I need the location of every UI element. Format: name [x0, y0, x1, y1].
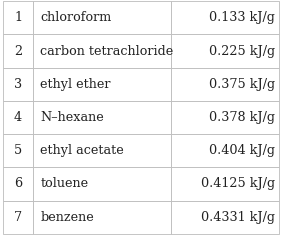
Bar	[171, 201, 279, 234]
Bar	[33, 201, 171, 234]
Text: 1: 1	[14, 11, 22, 24]
Text: 4: 4	[14, 111, 22, 124]
Bar	[171, 101, 279, 134]
Text: 5: 5	[14, 144, 22, 157]
Text: N–hexane: N–hexane	[40, 111, 104, 124]
Bar	[33, 101, 171, 134]
Bar	[3, 167, 33, 201]
Text: 3: 3	[14, 78, 22, 91]
Bar	[33, 1, 171, 34]
Bar	[3, 101, 33, 134]
Text: 0.225 kJ/g: 0.225 kJ/g	[209, 44, 275, 58]
Bar	[3, 68, 33, 101]
Text: 0.375 kJ/g: 0.375 kJ/g	[209, 78, 275, 91]
Text: 0.4125 kJ/g: 0.4125 kJ/g	[201, 177, 275, 191]
Bar	[171, 1, 279, 34]
Bar	[3, 34, 33, 68]
Bar	[3, 1, 33, 34]
Bar	[171, 134, 279, 167]
Text: ethyl acetate: ethyl acetate	[40, 144, 124, 157]
Bar	[33, 68, 171, 101]
Text: benzene: benzene	[40, 211, 94, 224]
Text: carbon tetrachloride: carbon tetrachloride	[40, 44, 173, 58]
Text: toluene: toluene	[40, 177, 88, 191]
Bar	[33, 134, 171, 167]
Text: 7: 7	[14, 211, 22, 224]
Text: 0.378 kJ/g: 0.378 kJ/g	[209, 111, 275, 124]
Bar	[3, 134, 33, 167]
Text: 0.133 kJ/g: 0.133 kJ/g	[209, 11, 275, 24]
Bar	[171, 68, 279, 101]
Text: 6: 6	[14, 177, 22, 191]
Text: 0.404 kJ/g: 0.404 kJ/g	[209, 144, 275, 157]
Text: 0.4331 kJ/g: 0.4331 kJ/g	[201, 211, 275, 224]
Text: 2: 2	[14, 44, 22, 58]
Bar	[171, 34, 279, 68]
Bar	[171, 167, 279, 201]
Text: ethyl ether: ethyl ether	[40, 78, 111, 91]
Bar	[3, 201, 33, 234]
Text: chloroform: chloroform	[40, 11, 111, 24]
Bar	[33, 34, 171, 68]
Bar	[33, 167, 171, 201]
